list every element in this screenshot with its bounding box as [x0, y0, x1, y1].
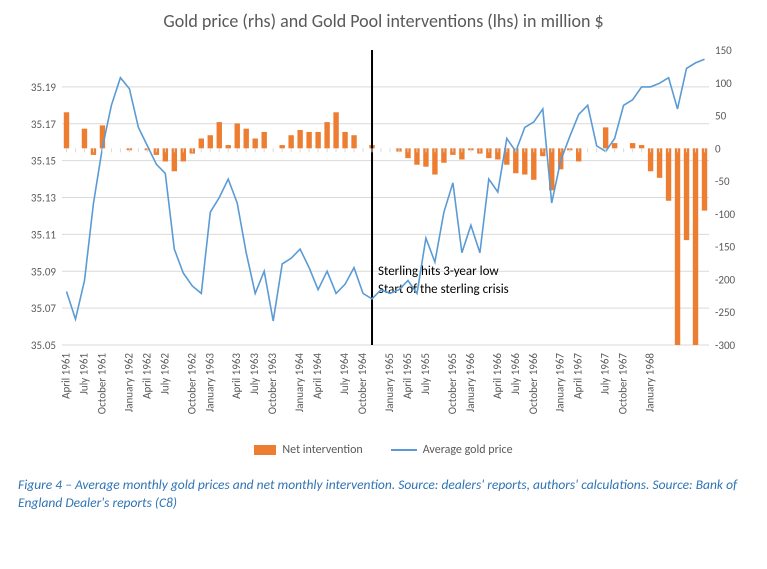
svg-text:35.17: 35.17: [31, 118, 57, 131]
x-tick-label: April 1962: [140, 353, 153, 399]
x-tick-label: January 1966: [464, 353, 477, 413]
bar: [324, 122, 329, 148]
x-tick-label: January 1963: [203, 353, 216, 413]
svg-text:35.13: 35.13: [31, 192, 57, 205]
x-tick-label: October 1966: [527, 353, 540, 415]
bar: [226, 145, 231, 148]
svg-text:35.07: 35.07: [31, 302, 57, 315]
svg-text:50: 50: [715, 110, 727, 123]
x-tick-label: January 1964: [293, 353, 306, 413]
svg-text:35.09: 35.09: [31, 265, 57, 278]
bar: [342, 132, 347, 148]
legend-item-line: Average gold price: [391, 443, 513, 457]
bar: [657, 148, 662, 178]
x-tick-label: July 1965: [419, 353, 432, 395]
bar: [279, 145, 284, 148]
bar: [603, 127, 608, 148]
bar: [306, 132, 311, 148]
bar: [639, 145, 644, 148]
legend: Net intervention Average gold price: [18, 443, 749, 457]
legend-item-bars: Net intervention: [254, 443, 362, 457]
legend-swatch-bar: [254, 445, 276, 455]
bar: [297, 130, 302, 148]
bar: [702, 148, 707, 210]
x-tick-label: October 1965: [446, 353, 459, 414]
svg-text:35.15: 35.15: [31, 155, 56, 168]
legend-label-line: Average gold price: [423, 443, 513, 457]
bar: [261, 132, 266, 148]
bar: [253, 139, 258, 149]
bar: [217, 122, 222, 148]
bar: [666, 148, 671, 200]
bar: [82, 129, 87, 149]
x-tick-label: January 1967: [554, 353, 567, 413]
svg-text:-200: -200: [715, 273, 736, 286]
bar: [199, 139, 204, 149]
bar: [630, 143, 635, 148]
bar: [693, 148, 698, 345]
svg-text:-50: -50: [715, 175, 730, 188]
x-tick-label: April 1966: [491, 353, 504, 399]
bar: [235, 123, 240, 148]
svg-text:-150: -150: [715, 241, 736, 254]
svg-text:35.11: 35.11: [31, 228, 57, 241]
legend-swatch-line: [391, 449, 417, 451]
x-tick-label: July 1961: [77, 353, 90, 395]
x-tick-label: October 1964: [356, 353, 369, 415]
svg-text:150: 150: [715, 44, 732, 57]
svg-text:35.19: 35.19: [31, 81, 57, 94]
x-tick-label: July 1966: [509, 353, 522, 395]
x-tick-label: July 1967: [599, 353, 612, 395]
x-tick-label: October 1963: [266, 353, 279, 415]
x-tick-label: October 1961: [95, 353, 108, 415]
x-tick-label: October 1967: [617, 353, 630, 415]
svg-text:35.05: 35.05: [31, 339, 56, 352]
svg-text:100: 100: [715, 77, 732, 90]
chart-container: Gold price (rhs) and Gold Pool intervent…: [0, 0, 767, 462]
x-tick-label: July 1963: [248, 353, 261, 395]
chart-svg: 35.05 35.07 35.09 35.11 35.13 35.15 35.17 35.19…: [18, 42, 749, 437]
legend-label-bars: Net intervention: [282, 443, 362, 457]
bar: [333, 112, 338, 148]
bar: [244, 129, 249, 149]
x-tick-label: April 1967: [572, 353, 585, 399]
svg-text:-300: -300: [715, 339, 736, 352]
annotation-text: Sterling hits 3-year low: [378, 264, 499, 279]
plot-area: 35.05 35.07 35.09 35.11 35.13 35.15 35.17 35.19…: [18, 42, 749, 437]
bar: [531, 148, 536, 179]
x-tick-label: January 1965: [383, 353, 396, 412]
figure-caption: Figure 4 – Average monthly gold prices a…: [0, 462, 767, 521]
x-tick-label: January 1968: [644, 353, 657, 413]
x-tick-label: July 1964: [338, 353, 351, 395]
svg-text:-100: -100: [715, 208, 736, 221]
bar: [315, 132, 320, 148]
svg-text:0: 0: [715, 142, 721, 155]
bar: [288, 135, 293, 148]
x-tick-label: April 1961: [59, 353, 72, 399]
x-tick-label: April 1963: [230, 353, 243, 399]
bar: [64, 112, 69, 148]
bar: [684, 148, 689, 240]
svg-text:-250: -250: [715, 306, 736, 319]
bar: [351, 135, 356, 148]
chart-title: Gold price (rhs) and Gold Pool intervent…: [18, 10, 749, 32]
x-tick-label: January 1962: [122, 353, 135, 413]
x-tick-label: April 1965: [401, 353, 414, 399]
bar: [612, 143, 617, 148]
x-tick-label: July 1962: [158, 353, 171, 395]
bar: [208, 135, 213, 148]
bar: [675, 148, 680, 345]
x-tick-label: April 1964: [311, 353, 324, 399]
x-tick-label: October 1962: [185, 353, 198, 415]
